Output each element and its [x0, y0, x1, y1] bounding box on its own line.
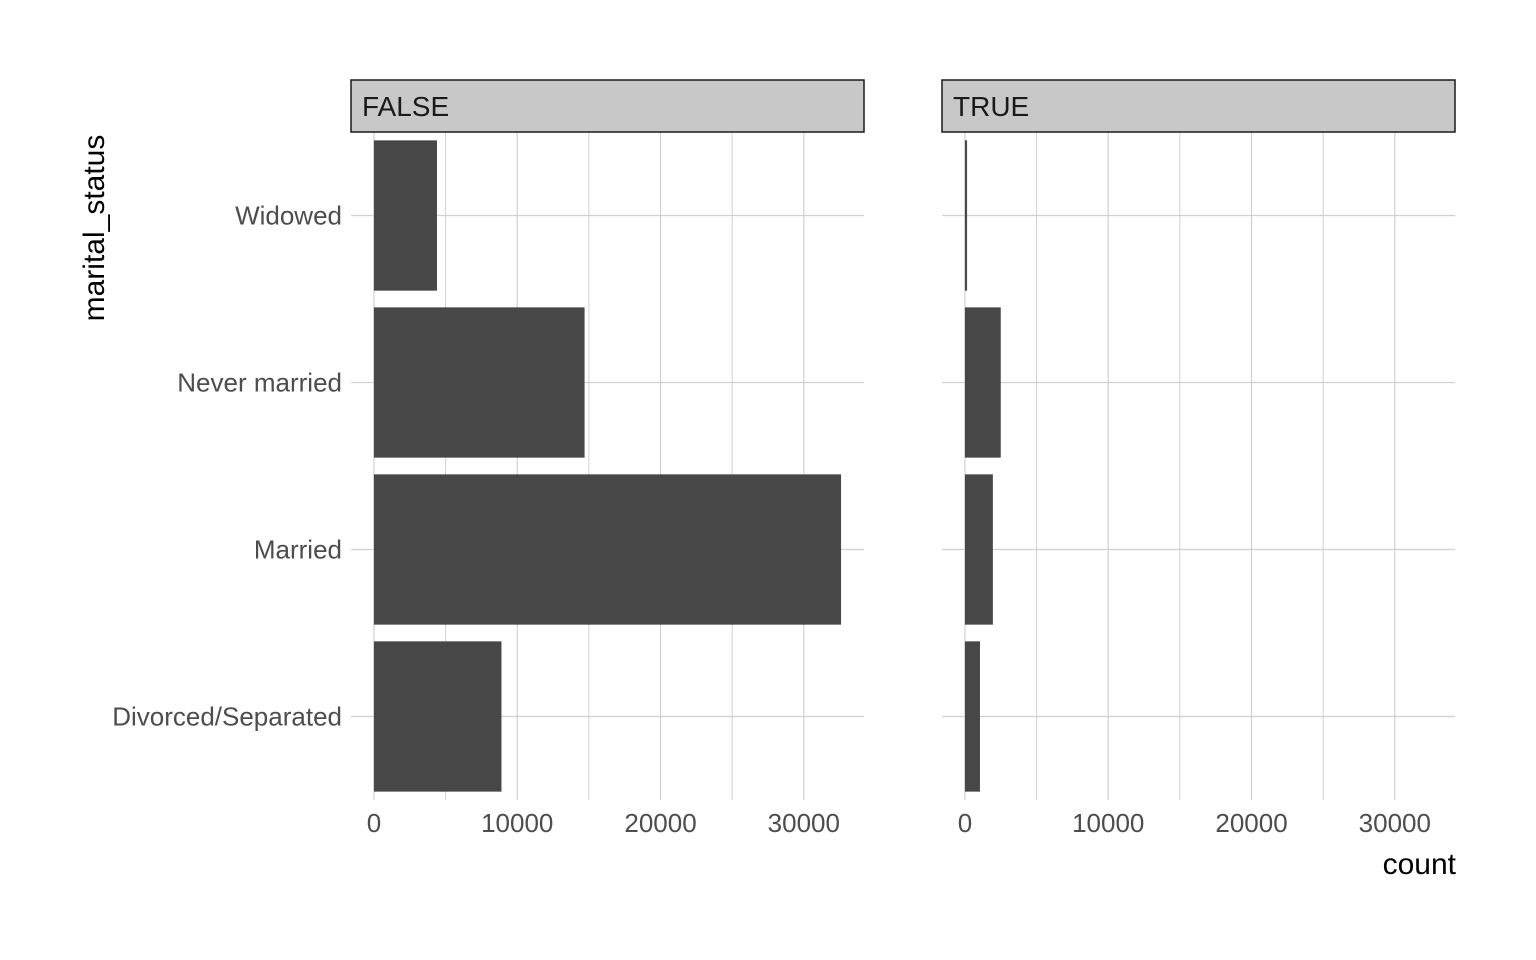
bar-true-widowed: [964, 140, 968, 291]
x-tick-label: 0: [367, 808, 381, 838]
y-tick-label: Widowed: [235, 201, 342, 231]
y-tick-label: Divorced/Separated: [112, 702, 342, 732]
bar-false-divorced-separated: [373, 641, 502, 792]
x-tick-label: 0: [958, 808, 972, 838]
x-tick-label: 30000: [768, 808, 840, 838]
facet-strip-label: FALSE: [362, 91, 449, 122]
facet-panel-true: TRUE 0 10000 20000 30000: [941, 79, 1456, 838]
y-tick-label: Married: [254, 535, 342, 565]
facet-panel-false: FALSE 0 10000 20000 30000: [350, 79, 865, 838]
facet-strip: [350, 79, 865, 133]
y-axis-tick-labels: Widowed Never married Married Divorced/Sepa…: [112, 201, 342, 732]
x-tick-label: 20000: [1215, 808, 1287, 838]
x-axis-title: count: [1383, 848, 1457, 881]
facet-strip-label: TRUE: [953, 91, 1029, 122]
x-tick-label: 10000: [481, 808, 553, 838]
x-tick-label: 20000: [624, 808, 696, 838]
x-tick-label: 10000: [1072, 808, 1144, 838]
x-tick-label: 30000: [1359, 808, 1431, 838]
facet-strip: [941, 79, 1456, 133]
y-axis-title: marital_status: [78, 135, 111, 322]
bar-true-married: [964, 474, 993, 625]
bar-true-divorced-separated: [964, 641, 980, 792]
chart-panels: FALSE 0 10000 20000 30000 TRUE 0 10000 20000 3000…: [350, 79, 1456, 838]
bar-false-never-married: [373, 307, 585, 458]
bar-false-married: [373, 474, 842, 625]
bar-false-widowed: [373, 140, 437, 291]
y-tick-label: Never married: [177, 368, 342, 398]
bar-true-never-married: [964, 307, 1001, 458]
